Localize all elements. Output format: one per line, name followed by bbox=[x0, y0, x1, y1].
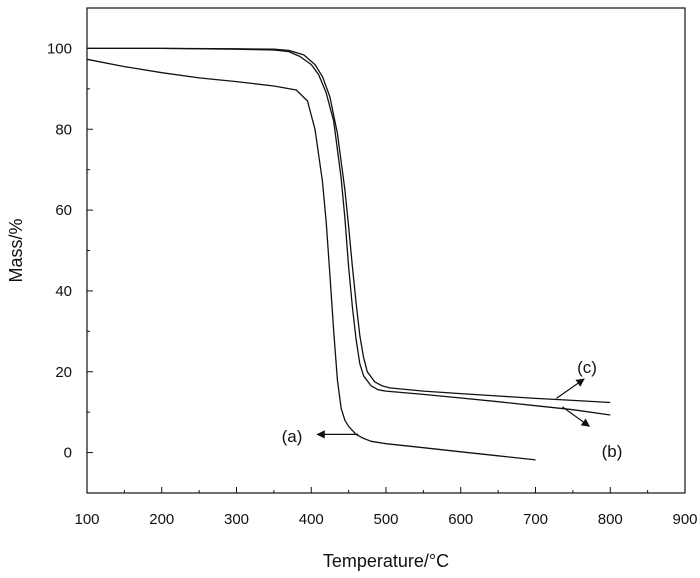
plot-frame bbox=[86, 7, 686, 494]
series-line-b bbox=[87, 47, 611, 416]
y-tick-label: 0 bbox=[64, 445, 72, 462]
y-tick-label: 100 bbox=[47, 40, 72, 57]
x-tick-label: 300 bbox=[224, 511, 249, 528]
series-line-c bbox=[87, 47, 611, 404]
annotation-arrow bbox=[556, 378, 585, 399]
series-group bbox=[86, 47, 611, 461]
axis-tick-labels: 100 200 300 400 500 600 700 800 900 0 20 40 60 80 100 bbox=[47, 40, 698, 528]
annotation-label: (c) bbox=[577, 358, 597, 377]
series-line-a bbox=[86, 58, 536, 461]
x-tick-label: 700 bbox=[523, 511, 548, 528]
annotation-label: (a) bbox=[282, 427, 303, 446]
x-axis-title: Temperature/°C bbox=[323, 551, 449, 571]
x-tick-label: 100 bbox=[74, 511, 99, 528]
y-tick-label: 80 bbox=[55, 121, 72, 138]
y-axis-title: Mass/% bbox=[6, 218, 26, 282]
x-tick-label: 900 bbox=[672, 511, 697, 528]
annotation-group: (a) (b) (c) bbox=[282, 358, 623, 461]
x-tick-label: 400 bbox=[299, 511, 324, 528]
annotation-label: (b) bbox=[602, 442, 623, 461]
x-tick-label: 600 bbox=[448, 511, 473, 528]
x-tick-label: 800 bbox=[598, 511, 623, 528]
y-tick-label: 40 bbox=[55, 283, 72, 300]
y-tick-label: 20 bbox=[55, 364, 72, 381]
axis-ticks bbox=[86, 7, 686, 494]
y-tick-label: 60 bbox=[55, 202, 72, 219]
x-tick-label: 500 bbox=[373, 511, 398, 528]
annotation-arrow bbox=[562, 406, 591, 427]
x-tick-label: 200 bbox=[149, 511, 174, 528]
